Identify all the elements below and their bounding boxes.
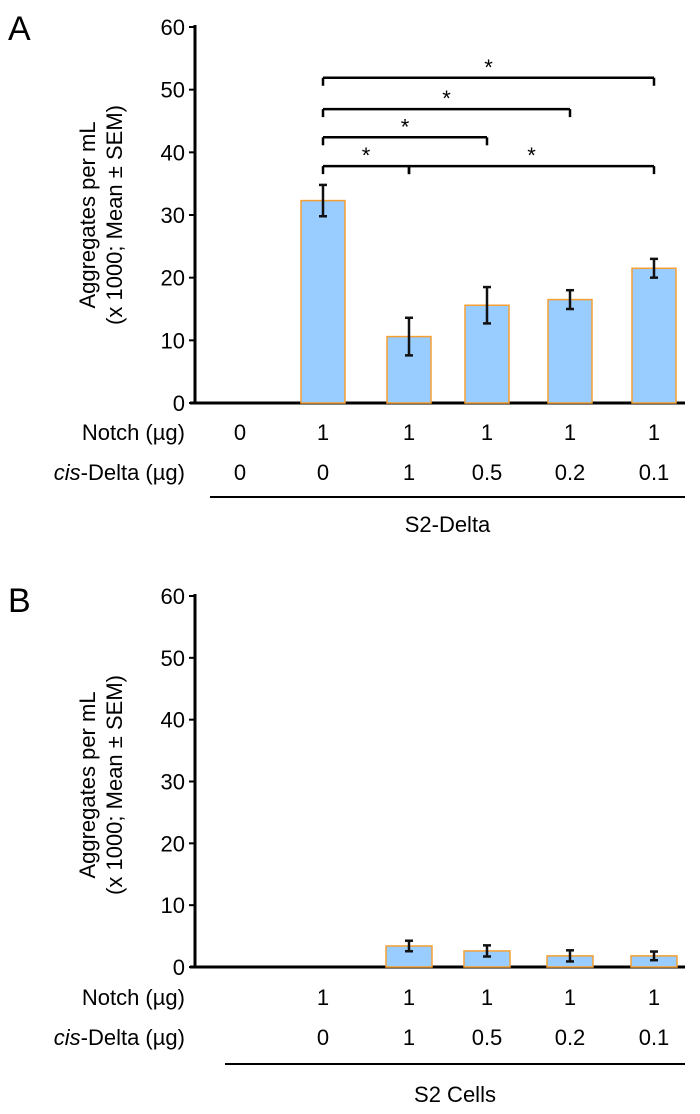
- y-tick-label: 50: [161, 78, 185, 103]
- notch-value: 0: [234, 420, 246, 445]
- y-tick-label: 60: [161, 15, 185, 40]
- notch-value: 1: [403, 420, 415, 445]
- cis-italic: cis: [54, 1025, 81, 1050]
- cis-delta-value: 0: [234, 460, 246, 485]
- cis-delta-value: 0.5: [472, 460, 503, 485]
- panel-label: A: [8, 10, 31, 48]
- cis-suffix: -Delta (µg): [81, 460, 185, 485]
- notch-row-label: Notch (µg): [82, 985, 185, 1010]
- notch-value: 1: [648, 420, 660, 445]
- y-tick-label: 20: [161, 831, 185, 856]
- significance-star: *: [442, 86, 451, 111]
- notch-value: 1: [317, 420, 329, 445]
- cis-delta-value: 0.2: [555, 1025, 586, 1050]
- cis-delta-value: 0: [317, 460, 329, 485]
- y-axis-label-line1: Aggregates per mL: [75, 121, 100, 308]
- significance-star: *: [484, 55, 493, 80]
- y-tick-label: 40: [161, 140, 185, 165]
- cis-delta-value: 0.2: [555, 460, 586, 485]
- group-label: S2 Cells: [414, 1082, 496, 1107]
- cis-delta-value: 1: [403, 460, 415, 485]
- y-axis-label: Aggregates per mL (x 1000; Mean ± SEM): [75, 105, 127, 325]
- y-tick-label: 30: [161, 770, 185, 795]
- group-label: S2-Delta: [405, 512, 491, 537]
- cis-delta-value: 0: [317, 1025, 329, 1050]
- significance-star: *: [527, 143, 536, 168]
- y-axis-label: Aggregates per mL (x 1000; Mean ± SEM): [75, 675, 127, 895]
- notch-value: 1: [317, 985, 329, 1010]
- y-axis-label-line2: (x 1000; Mean ± SEM): [102, 105, 127, 325]
- notch-value: 1: [481, 985, 493, 1010]
- y-tick-label: 0: [173, 955, 185, 980]
- y-axis-label-line1: Aggregates per mL: [75, 691, 100, 878]
- y-tick-label: 60: [161, 584, 185, 609]
- cis-delta-row-label: cis-Delta (µg): [54, 1025, 185, 1050]
- significance-star: *: [401, 114, 410, 139]
- bar: [300, 199, 346, 404]
- notch-row-label: Notch (µg): [82, 420, 185, 445]
- y-tick-label: 30: [161, 203, 185, 228]
- bar: [547, 298, 593, 404]
- y-tick-label: 0: [173, 391, 185, 416]
- cis-delta-value: 1: [403, 1025, 415, 1050]
- notch-value: 1: [403, 985, 415, 1010]
- cis-italic: cis: [54, 460, 81, 485]
- significance-star: *: [362, 143, 371, 168]
- notch-value: 1: [564, 985, 576, 1010]
- cis-delta-value: 0.5: [472, 1025, 503, 1050]
- cis-delta-value: 0.1: [639, 1025, 670, 1050]
- panel-label: B: [8, 582, 31, 620]
- y-tick-label: 50: [161, 646, 185, 671]
- y-axis-label-line2: (x 1000; Mean ± SEM): [102, 675, 127, 895]
- notch-value: 1: [564, 420, 576, 445]
- bar: [631, 267, 677, 404]
- notch-value: 1: [648, 985, 660, 1010]
- y-tick-label: 10: [161, 893, 185, 918]
- y-tick-label: 10: [161, 328, 185, 353]
- y-tick-label: 20: [161, 266, 185, 291]
- cis-delta-row-label: cis-Delta (µg): [54, 460, 185, 485]
- cis-suffix: -Delta (µg): [81, 1025, 185, 1050]
- notch-value: 1: [481, 420, 493, 445]
- cis-delta-value: 0.1: [639, 460, 670, 485]
- y-tick-label: 40: [161, 708, 185, 733]
